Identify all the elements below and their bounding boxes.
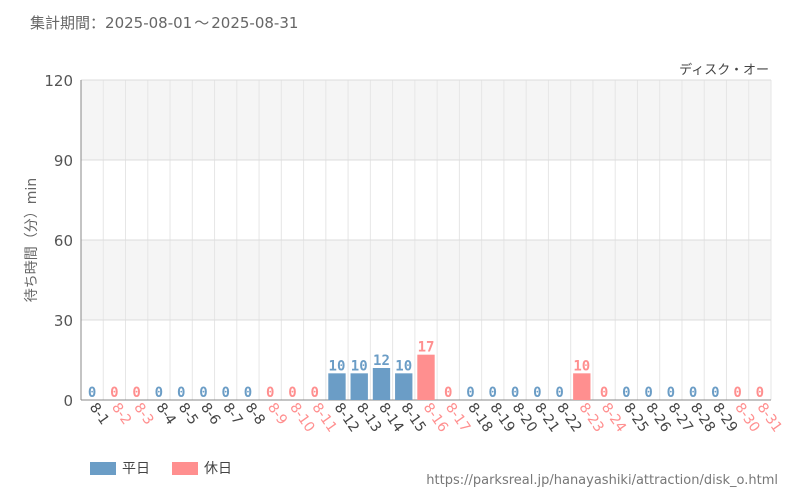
legend-holiday[interactable]: 休日 [172, 458, 232, 478]
bar-value-8-4: 0 [155, 385, 163, 401]
bar-8-23 [573, 373, 591, 400]
bar-value-8-8: 0 [244, 385, 252, 401]
bar-value-8-11: 0 [310, 385, 318, 401]
bar-8-12 [328, 373, 346, 400]
bar-value-8-14: 12 [373, 353, 390, 369]
y-tick-label: 60 [54, 232, 73, 250]
bar-value-8-23: 10 [573, 358, 590, 374]
y-tick-label: 30 [54, 312, 73, 330]
bar-value-8-20: 0 [511, 385, 519, 401]
x-tick-label-8-8: 8-8 [242, 400, 268, 428]
bar-value-8-2: 0 [110, 385, 118, 401]
y-tick-label: 90 [54, 152, 73, 170]
bar-value-8-27: 0 [667, 385, 675, 401]
legend-weekday[interactable]: 平日 [90, 458, 150, 478]
bar-8-14 [372, 368, 391, 400]
x-tick-label-8-2: 8-2 [108, 400, 134, 428]
bar-value-8-24: 0 [600, 385, 608, 401]
x-tick-label-8-7: 8-7 [219, 400, 245, 428]
plot-band [81, 240, 771, 320]
bar-value-8-22: 0 [555, 385, 563, 401]
legend-holiday-swatch [172, 461, 198, 475]
x-tick-label-8-1: 8-1 [86, 400, 112, 428]
bar-value-8-12: 10 [329, 358, 346, 374]
period-label: 集計期間：2025-08-01 〜 2025-08-31 [30, 12, 298, 33]
x-tick-label-8-31: 8-31 [754, 400, 785, 435]
bar-value-8-18: 0 [466, 385, 474, 401]
y-axis-label: 待ち時間（分）min [24, 178, 40, 302]
period-separator: ： [90, 14, 106, 32]
bar-value-8-1: 0 [88, 385, 96, 401]
x-tick-label-8-6: 8-6 [197, 400, 223, 428]
bar-8-13 [350, 373, 368, 400]
bar-value-8-6: 0 [199, 385, 207, 401]
bar-value-8-16: 17 [418, 340, 435, 356]
period-start: 2025-08-01 [105, 14, 193, 32]
bar-value-8-21: 0 [533, 385, 541, 401]
chart-legend: 平日 休日 [90, 458, 232, 478]
y-tick-label: 120 [44, 72, 73, 90]
period-end: 2025-08-31 [211, 14, 299, 32]
bar-value-8-26: 0 [644, 385, 652, 401]
wait-time-bar-chart: 0306090120ディスク・オー待ち時間（分）min08-108-208-30… [24, 62, 785, 435]
bar-value-8-10: 0 [288, 385, 296, 401]
chart-title: ディスク・オー [679, 62, 769, 78]
bar-value-8-19: 0 [489, 385, 497, 401]
bar-value-8-9: 0 [266, 385, 274, 401]
period-title: 集計期間 [30, 14, 91, 32]
bar-value-8-15: 10 [395, 358, 412, 374]
x-tick-label-8-5: 8-5 [175, 400, 201, 428]
bar-value-8-25: 0 [622, 385, 630, 401]
plot-band [81, 160, 771, 240]
bar-value-8-31: 0 [756, 385, 764, 401]
source-url[interactable]: https://parksreal.jp/hanayashiki/attract… [426, 473, 778, 488]
bar-value-8-17: 0 [444, 385, 452, 401]
bar-8-16 [417, 354, 435, 400]
bar-value-8-5: 0 [177, 385, 185, 401]
bar-value-8-29: 0 [711, 385, 719, 401]
legend-weekday-label: 平日 [122, 461, 150, 477]
legend-holiday-label: 休日 [204, 461, 232, 477]
plot-band [81, 80, 771, 160]
x-tick-label-8-4: 8-4 [153, 400, 179, 428]
legend-weekday-swatch [90, 461, 116, 475]
period-range-sep: 〜 [194, 14, 210, 32]
y-tick-label: 0 [63, 392, 73, 410]
bar-value-8-28: 0 [689, 385, 697, 401]
x-tick-label-8-9: 8-9 [264, 400, 290, 428]
bar-value-8-3: 0 [132, 385, 140, 401]
x-tick-label-8-3: 8-3 [130, 400, 156, 428]
bar-value-8-30: 0 [733, 385, 741, 401]
bar-value-8-7: 0 [221, 385, 229, 401]
bar-value-8-13: 10 [351, 358, 368, 374]
bar-8-15 [395, 373, 413, 400]
